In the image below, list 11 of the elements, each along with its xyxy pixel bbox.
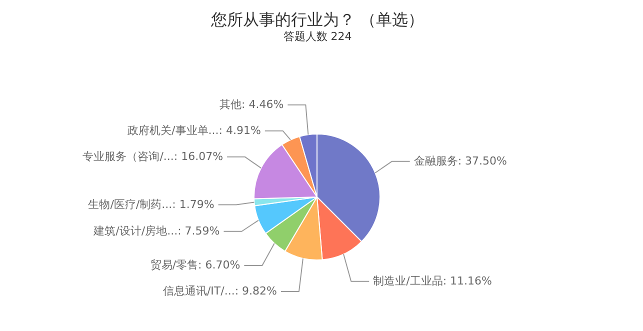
slice-label: 信息通讯/IT/...: 9.82% — [162, 284, 277, 298]
slice-label: 生物/医疗/制药...: 1.79% — [88, 198, 214, 211]
slice-label: 政府机关/事业单...: 4.91% — [128, 124, 261, 137]
slice-label: 贸易/零售: 6.70% — [150, 258, 240, 272]
chart-title: 您所从事的行业为？ （单选） — [210, 10, 424, 29]
slice-label: 建筑/设计/房地...: 7.59% — [92, 224, 220, 238]
slice-label: 专业服务（咨询/...: 16.07% — [82, 150, 224, 163]
slice-label: 金融服务: 37.50% — [414, 154, 507, 168]
slice-label: 制造业/工业品: 11.16% — [373, 274, 492, 288]
slice-label: 其他: 4.46% — [220, 98, 284, 111]
chart-subtitle: 答题人数 224 — [283, 30, 352, 43]
